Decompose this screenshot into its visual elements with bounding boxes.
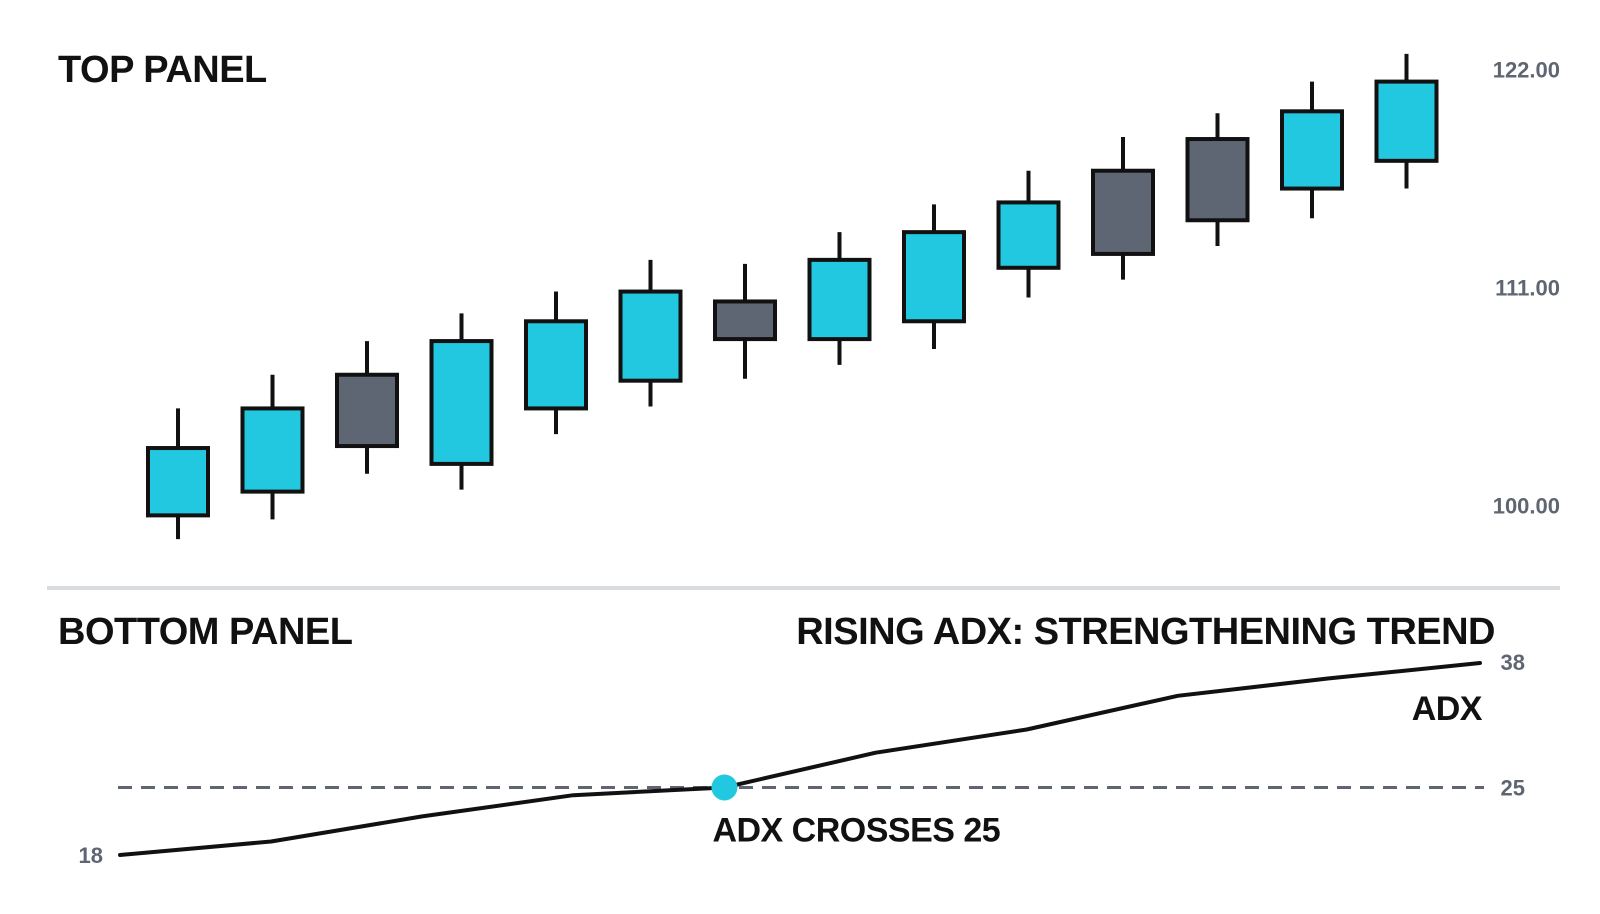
candle-body [1280, 109, 1344, 191]
candle-body [335, 372, 399, 449]
candle [1280, 81, 1344, 219]
candle [618, 259, 683, 407]
bottom-panel-subtitle: RISING ADX: STRENGTHENING TREND [796, 611, 1495, 653]
adx-cross-annotation: ADX CROSSES 25 [712, 811, 1000, 849]
adx-series-label: ADX [1412, 690, 1483, 728]
candle-body [240, 406, 305, 494]
candle [713, 263, 777, 379]
candlestick-series [146, 53, 1439, 540]
top-panel: TOP PANEL 122.00 111.00 100.00 [58, 49, 1560, 540]
candle-body [429, 339, 494, 466]
candle-body [146, 446, 210, 518]
candle-body [996, 200, 1061, 270]
candle [807, 232, 872, 365]
bottom-panel-title: BOTTOM PANEL [58, 611, 353, 653]
price-tick-label: 111.00 [1495, 276, 1560, 301]
candle [335, 341, 399, 474]
candle [240, 374, 305, 520]
candle [524, 291, 588, 435]
candle-body [713, 299, 777, 342]
price-axis: 122.00 111.00 100.00 [1493, 58, 1560, 519]
candle-body [1091, 168, 1155, 256]
candle-body [524, 319, 588, 411]
candle-body [618, 289, 683, 383]
candle-body [807, 257, 872, 342]
adx-line [118, 661, 1482, 857]
candle-body [1374, 79, 1439, 163]
adx-axis: 38 25 18 [79, 650, 1525, 868]
bottom-panel: BOTTOM PANEL RISING ADX: STRENGTHENING T… [58, 611, 1525, 868]
candle [1091, 137, 1155, 280]
price-tick-label: 122.00 [1493, 58, 1560, 83]
adx-tick-label: 18 [79, 843, 103, 868]
top-panel-title: TOP PANEL [58, 49, 267, 91]
adx-tick-label: 25 [1501, 775, 1525, 800]
candle [902, 204, 966, 349]
candle [1185, 113, 1250, 246]
candle [1374, 53, 1439, 189]
candle-body [902, 230, 966, 324]
candle [146, 408, 210, 540]
candle [429, 313, 494, 490]
adx-cross-marker [711, 774, 738, 801]
price-tick-label: 100.00 [1493, 493, 1560, 518]
adx-tick-label: 38 [1501, 650, 1525, 675]
candle-body [1185, 137, 1250, 223]
candle [996, 170, 1061, 298]
